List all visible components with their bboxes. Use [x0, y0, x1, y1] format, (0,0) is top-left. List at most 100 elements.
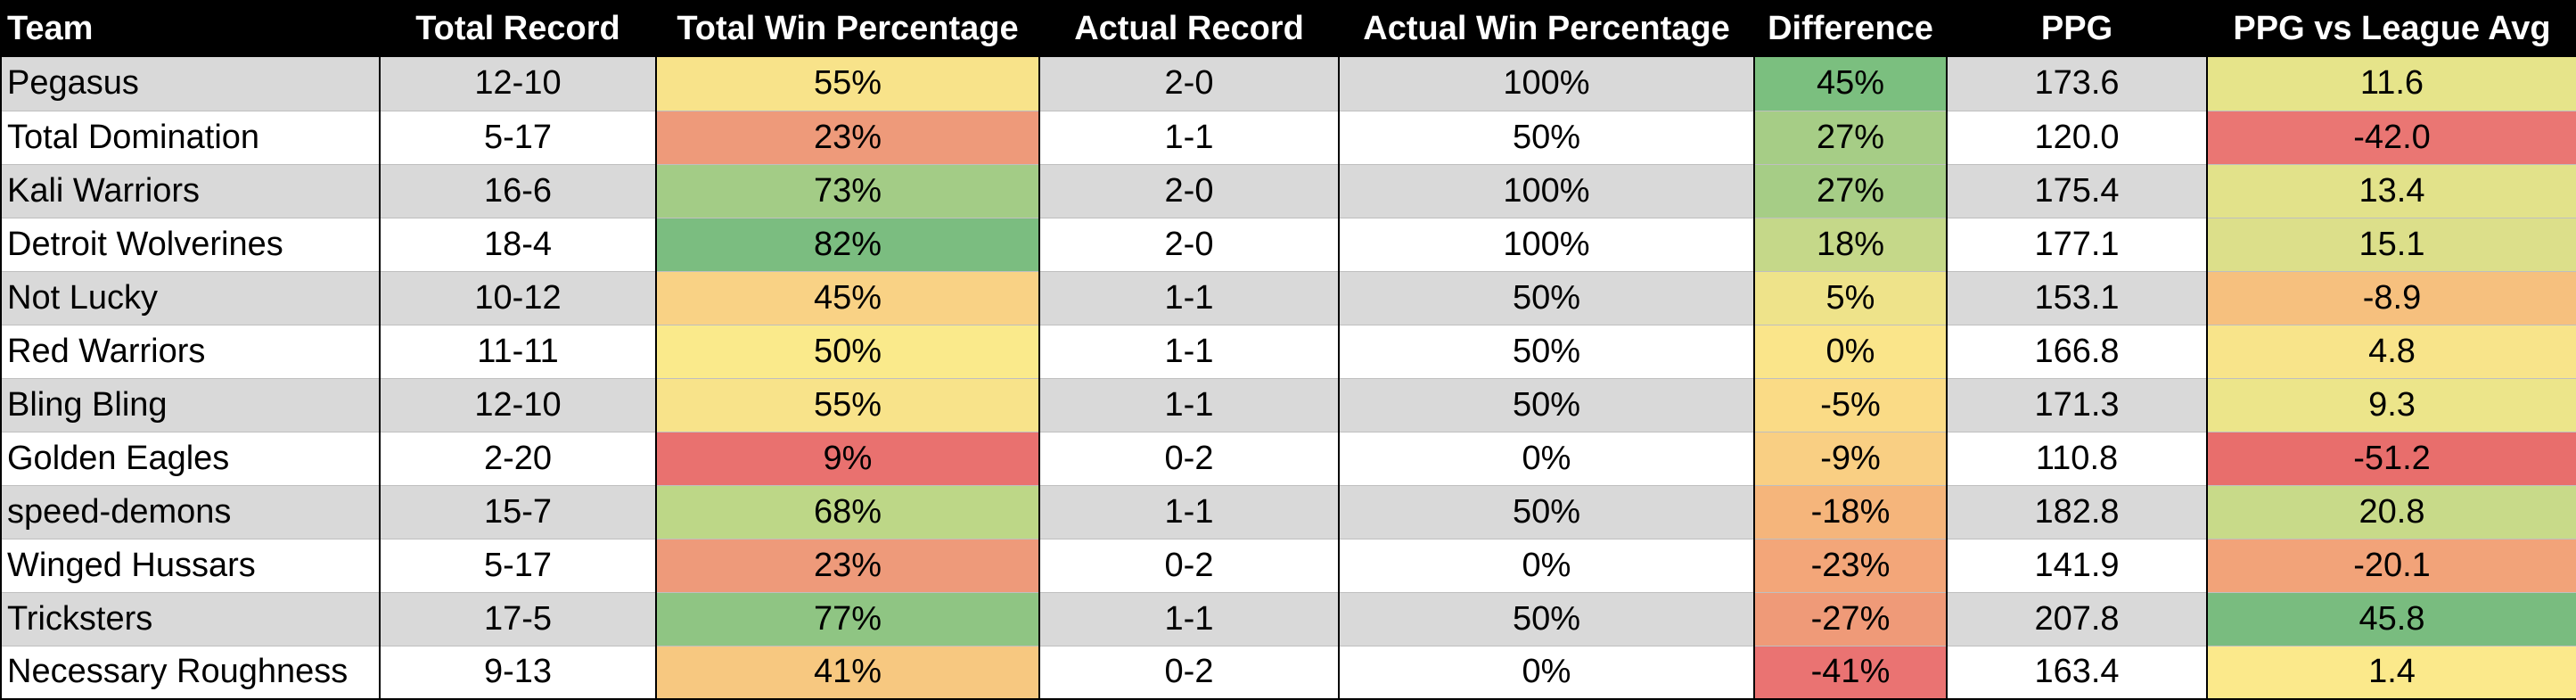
team-cell[interactable]: Not Lucky	[0, 271, 381, 325]
difference-cell[interactable]: -41%	[1753, 646, 1948, 700]
difference-cell[interactable]: 0%	[1753, 325, 1948, 379]
table-row[interactable]: Pegasus 12-10 55% 2-0 100% 45% 173.6 11.…	[0, 57, 2576, 111]
total-record-cell[interactable]: 11-11	[379, 325, 657, 379]
table-row[interactable]: Bling Bling 12-10 55% 1-1 50% -5% 171.3 …	[0, 378, 2576, 432]
total-win-pct-cell[interactable]: 9%	[655, 432, 1040, 486]
ppg-cell[interactable]: 175.4	[1946, 164, 2208, 218]
total-win-pct-cell[interactable]: 77%	[655, 592, 1040, 646]
team-cell[interactable]: Kali Warriors	[0, 164, 381, 218]
ppg-cell[interactable]: 182.8	[1946, 485, 2208, 539]
ppg-cell[interactable]: 141.9	[1946, 539, 2208, 593]
actual-win-pct-cell[interactable]: 100%	[1338, 218, 1755, 272]
total-win-pct-cell[interactable]: 73%	[655, 164, 1040, 218]
ppg-vs-avg-cell[interactable]: 1.4	[2206, 646, 2576, 700]
col-header-difference[interactable]: Difference	[1753, 0, 1948, 57]
team-cell[interactable]: Tricksters	[0, 592, 381, 646]
col-header-total-record[interactable]: Total Record	[379, 0, 657, 57]
actual-win-pct-cell[interactable]: 50%	[1338, 325, 1755, 379]
total-win-pct-cell[interactable]: 45%	[655, 271, 1040, 325]
actual-win-pct-cell[interactable]: 100%	[1338, 164, 1755, 218]
total-win-pct-cell[interactable]: 50%	[655, 325, 1040, 379]
actual-win-pct-cell[interactable]: 50%	[1338, 111, 1755, 165]
difference-cell[interactable]: -5%	[1753, 378, 1948, 432]
total-record-cell[interactable]: 15-7	[379, 485, 657, 539]
ppg-cell[interactable]: 110.8	[1946, 432, 2208, 486]
total-win-pct-cell[interactable]: 82%	[655, 218, 1040, 272]
actual-win-pct-cell[interactable]: 50%	[1338, 485, 1755, 539]
total-record-cell[interactable]: 12-10	[379, 57, 657, 111]
total-record-cell[interactable]: 17-5	[379, 592, 657, 646]
difference-cell[interactable]: -9%	[1753, 432, 1948, 486]
total-win-pct-cell[interactable]: 68%	[655, 485, 1040, 539]
total-record-cell[interactable]: 10-12	[379, 271, 657, 325]
team-cell[interactable]: Red Warriors	[0, 325, 381, 379]
col-header-actual-win-percentage[interactable]: Actual Win Percentage	[1338, 0, 1755, 57]
table-row[interactable]: Detroit Wolverines 18-4 82% 2-0 100% 18%…	[0, 218, 2576, 272]
actual-win-pct-cell[interactable]: 0%	[1338, 646, 1755, 700]
ppg-vs-avg-cell[interactable]: -42.0	[2206, 111, 2576, 165]
total-win-pct-cell[interactable]: 55%	[655, 378, 1040, 432]
table-row[interactable]: Winged Hussars 5-17 23% 0-2 0% -23% 141.…	[0, 539, 2576, 593]
ppg-vs-avg-cell[interactable]: 45.8	[2206, 592, 2576, 646]
table-row[interactable]: speed-demons 15-7 68% 1-1 50% -18% 182.8…	[0, 485, 2576, 539]
total-record-cell[interactable]: 16-6	[379, 164, 657, 218]
ppg-cell[interactable]: 166.8	[1946, 325, 2208, 379]
ppg-vs-avg-cell[interactable]: -51.2	[2206, 432, 2576, 486]
actual-record-cell[interactable]: 2-0	[1038, 218, 1340, 272]
difference-cell[interactable]: 5%	[1753, 271, 1948, 325]
col-header-total-win-percentage[interactable]: Total Win Percentage	[655, 0, 1040, 57]
ppg-vs-avg-cell[interactable]: 20.8	[2206, 485, 2576, 539]
actual-record-cell[interactable]: 0-2	[1038, 432, 1340, 486]
actual-record-cell[interactable]: 0-2	[1038, 646, 1340, 700]
ppg-vs-avg-cell[interactable]: 9.3	[2206, 378, 2576, 432]
difference-cell[interactable]: -27%	[1753, 592, 1948, 646]
team-cell[interactable]: Pegasus	[0, 57, 381, 111]
total-record-cell[interactable]: 5-17	[379, 539, 657, 593]
col-header-actual-record[interactable]: Actual Record	[1038, 0, 1340, 57]
total-win-pct-cell[interactable]: 23%	[655, 539, 1040, 593]
actual-win-pct-cell[interactable]: 100%	[1338, 57, 1755, 111]
table-row[interactable]: Golden Eagles 2-20 9% 0-2 0% -9% 110.8 -…	[0, 432, 2576, 486]
actual-record-cell[interactable]: 1-1	[1038, 378, 1340, 432]
total-win-pct-cell[interactable]: 23%	[655, 111, 1040, 165]
ppg-cell[interactable]: 163.4	[1946, 646, 2208, 700]
col-header-ppg[interactable]: PPG	[1946, 0, 2208, 57]
difference-cell[interactable]: -18%	[1753, 485, 1948, 539]
team-cell[interactable]: Winged Hussars	[0, 539, 381, 593]
table-row[interactable]: Tricksters 17-5 77% 1-1 50% -27% 207.8 4…	[0, 592, 2576, 646]
difference-cell[interactable]: 18%	[1753, 218, 1948, 272]
table-row[interactable]: Necessary Roughness 9-13 41% 0-2 0% -41%…	[0, 646, 2576, 700]
ppg-vs-avg-cell[interactable]: -8.9	[2206, 271, 2576, 325]
team-cell[interactable]: Detroit Wolverines	[0, 218, 381, 272]
difference-cell[interactable]: 27%	[1753, 164, 1948, 218]
total-record-cell[interactable]: 5-17	[379, 111, 657, 165]
difference-cell[interactable]: 45%	[1753, 57, 1948, 111]
team-cell[interactable]: Bling Bling	[0, 378, 381, 432]
ppg-vs-avg-cell[interactable]: 4.8	[2206, 325, 2576, 379]
total-record-cell[interactable]: 2-20	[379, 432, 657, 486]
actual-record-cell[interactable]: 1-1	[1038, 271, 1340, 325]
actual-win-pct-cell[interactable]: 0%	[1338, 432, 1755, 486]
table-row[interactable]: Not Lucky 10-12 45% 1-1 50% 5% 153.1 -8.…	[0, 271, 2576, 325]
total-win-pct-cell[interactable]: 41%	[655, 646, 1040, 700]
ppg-cell[interactable]: 120.0	[1946, 111, 2208, 165]
ppg-cell[interactable]: 207.8	[1946, 592, 2208, 646]
actual-record-cell[interactable]: 1-1	[1038, 111, 1340, 165]
team-cell[interactable]: Golden Eagles	[0, 432, 381, 486]
actual-win-pct-cell[interactable]: 0%	[1338, 539, 1755, 593]
ppg-vs-avg-cell[interactable]: 11.6	[2206, 57, 2576, 111]
table-row[interactable]: Red Warriors 11-11 50% 1-1 50% 0% 166.8 …	[0, 325, 2576, 379]
ppg-vs-avg-cell[interactable]: -20.1	[2206, 539, 2576, 593]
col-header-ppg-vs-league-avg[interactable]: PPG vs League Avg	[2206, 0, 2576, 57]
total-record-cell[interactable]: 9-13	[379, 646, 657, 700]
team-cell[interactable]: speed-demons	[0, 485, 381, 539]
actual-record-cell[interactable]: 1-1	[1038, 485, 1340, 539]
actual-record-cell[interactable]: 0-2	[1038, 539, 1340, 593]
ppg-vs-avg-cell[interactable]: 13.4	[2206, 164, 2576, 218]
col-header-team[interactable]: Team	[0, 0, 381, 57]
actual-record-cell[interactable]: 1-1	[1038, 325, 1340, 379]
ppg-cell[interactable]: 177.1	[1946, 218, 2208, 272]
ppg-cell[interactable]: 153.1	[1946, 271, 2208, 325]
actual-win-pct-cell[interactable]: 50%	[1338, 378, 1755, 432]
total-record-cell[interactable]: 18-4	[379, 218, 657, 272]
